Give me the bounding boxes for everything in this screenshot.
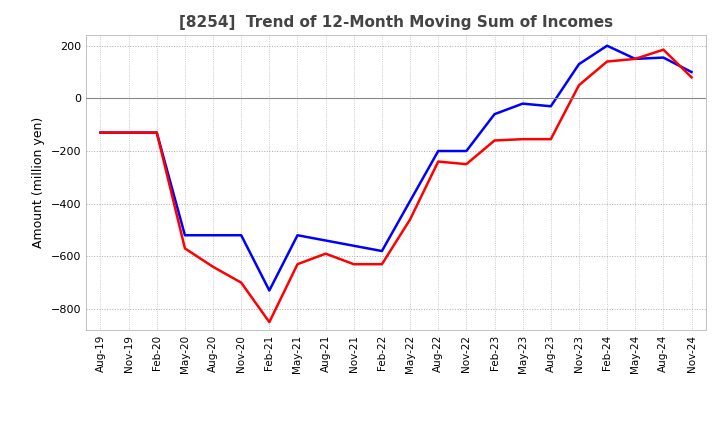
Ordinary Income	[181, 233, 189, 238]
Ordinary Income	[462, 148, 471, 154]
Net Income	[321, 251, 330, 257]
Net Income	[575, 83, 583, 88]
Ordinary Income	[490, 111, 499, 117]
Net Income	[406, 217, 415, 222]
Ordinary Income	[434, 148, 443, 154]
Net Income	[349, 261, 358, 267]
Line: Ordinary Income: Ordinary Income	[101, 46, 691, 290]
Ordinary Income	[349, 243, 358, 249]
Ordinary Income	[237, 233, 246, 238]
Ordinary Income	[603, 43, 611, 48]
Net Income	[209, 264, 217, 269]
Ordinary Income	[518, 101, 527, 106]
Ordinary Income	[546, 104, 555, 109]
Ordinary Income	[406, 198, 415, 204]
Net Income	[237, 280, 246, 285]
Net Income	[377, 261, 386, 267]
Y-axis label: Amount (million yen): Amount (million yen)	[32, 117, 45, 248]
Net Income	[603, 59, 611, 64]
Ordinary Income	[125, 130, 133, 135]
Ordinary Income	[659, 55, 667, 60]
Net Income	[153, 130, 161, 135]
Ordinary Income	[96, 130, 105, 135]
Ordinary Income	[575, 62, 583, 67]
Net Income	[518, 136, 527, 142]
Ordinary Income	[631, 56, 639, 62]
Ordinary Income	[293, 233, 302, 238]
Net Income	[96, 130, 105, 135]
Ordinary Income	[321, 238, 330, 243]
Net Income	[125, 130, 133, 135]
Net Income	[265, 319, 274, 325]
Ordinary Income	[265, 288, 274, 293]
Ordinary Income	[209, 233, 217, 238]
Net Income	[434, 159, 443, 164]
Net Income	[490, 138, 499, 143]
Ordinary Income	[377, 249, 386, 254]
Net Income	[462, 161, 471, 167]
Net Income	[546, 136, 555, 142]
Net Income	[631, 56, 639, 62]
Ordinary Income	[153, 130, 161, 135]
Net Income	[687, 75, 696, 80]
Net Income	[659, 47, 667, 52]
Ordinary Income	[687, 70, 696, 75]
Title: [8254]  Trend of 12-Month Moving Sum of Incomes: [8254] Trend of 12-Month Moving Sum of I…	[179, 15, 613, 30]
Net Income	[293, 261, 302, 267]
Line: Net Income: Net Income	[101, 50, 691, 322]
Net Income	[181, 246, 189, 251]
